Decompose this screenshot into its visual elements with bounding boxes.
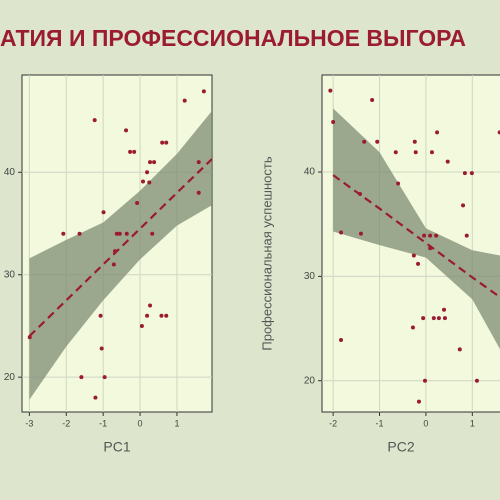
point — [101, 210, 106, 215]
point — [412, 139, 417, 144]
point — [141, 179, 146, 184]
point — [375, 139, 380, 144]
point — [148, 303, 153, 308]
point — [148, 160, 153, 165]
point — [92, 118, 97, 123]
point — [442, 307, 447, 312]
point — [331, 119, 336, 124]
point — [435, 130, 440, 135]
point — [145, 170, 150, 175]
point — [159, 313, 164, 318]
y-tick-label: 20 — [4, 372, 16, 383]
point — [150, 231, 155, 236]
x-tick-label: -2 — [62, 418, 70, 428]
point — [196, 190, 201, 195]
point — [370, 98, 375, 103]
x-tick-label: -2 — [329, 418, 337, 428]
y-tick-label: 40 — [4, 167, 16, 178]
point — [124, 231, 129, 236]
x-tick-label: -1 — [99, 418, 107, 428]
x-axis-label: PC2 — [387, 439, 414, 455]
point — [431, 316, 436, 321]
point — [98, 313, 103, 318]
point — [145, 313, 150, 318]
point — [422, 233, 427, 238]
x-tick-label: 1 — [174, 418, 179, 428]
point — [497, 130, 500, 135]
point — [164, 313, 169, 318]
point — [328, 88, 333, 93]
point — [160, 140, 165, 145]
point — [111, 262, 116, 267]
x-tick-label: -1 — [376, 418, 384, 428]
point — [428, 246, 433, 251]
point — [442, 316, 447, 321]
x-tick-label: 0 — [138, 418, 143, 428]
y-tick-label: 30 — [304, 271, 316, 282]
point — [152, 160, 157, 165]
x-tick-label: 0 — [423, 418, 428, 428]
point — [436, 316, 441, 321]
point — [164, 140, 169, 145]
fit-line — [28, 158, 213, 337]
point — [124, 128, 129, 133]
x-tick-label: 1 — [470, 418, 475, 428]
point — [201, 89, 206, 94]
chart-title: АТИЯ И ПРОФЕССИОНАЛЬНОЕ ВЫГОРА — [0, 25, 466, 51]
point — [128, 149, 133, 154]
point — [77, 231, 82, 236]
point — [362, 139, 367, 144]
point — [135, 201, 140, 206]
point — [93, 395, 98, 400]
point — [416, 399, 421, 404]
point — [410, 325, 415, 330]
point — [429, 150, 434, 155]
point — [147, 180, 152, 185]
y-tick-label: 30 — [4, 269, 16, 280]
y-tick-label: 20 — [304, 375, 316, 386]
point — [132, 149, 137, 154]
confidence-band — [333, 108, 500, 350]
fit-line — [332, 174, 500, 299]
point — [413, 150, 418, 155]
point — [393, 150, 398, 155]
point — [469, 171, 474, 176]
point — [474, 378, 479, 383]
point — [139, 323, 144, 328]
point — [114, 231, 119, 236]
point — [396, 181, 401, 186]
point — [445, 159, 450, 164]
point — [117, 231, 122, 236]
point — [339, 230, 344, 235]
point — [99, 346, 104, 351]
point — [421, 316, 426, 321]
point — [102, 375, 107, 380]
point — [423, 378, 427, 383]
point — [61, 231, 66, 236]
y-tick-label: 40 — [304, 167, 316, 178]
point — [464, 233, 469, 238]
point — [358, 191, 363, 196]
y-axis-label: Профессиональная успешность — [259, 156, 274, 350]
point — [462, 171, 467, 176]
x-tick-label: -3 — [25, 418, 33, 428]
point — [411, 253, 416, 258]
point — [434, 233, 439, 238]
point — [339, 338, 344, 343]
point — [27, 335, 32, 340]
confidence-band — [29, 110, 212, 400]
point — [79, 375, 84, 380]
point — [358, 231, 363, 236]
point — [428, 233, 433, 238]
point — [112, 249, 117, 254]
point — [182, 98, 187, 103]
point — [457, 347, 462, 352]
point — [461, 203, 466, 208]
x-axis-label: PC1 — [103, 439, 130, 455]
point — [196, 160, 201, 165]
point — [416, 261, 421, 266]
